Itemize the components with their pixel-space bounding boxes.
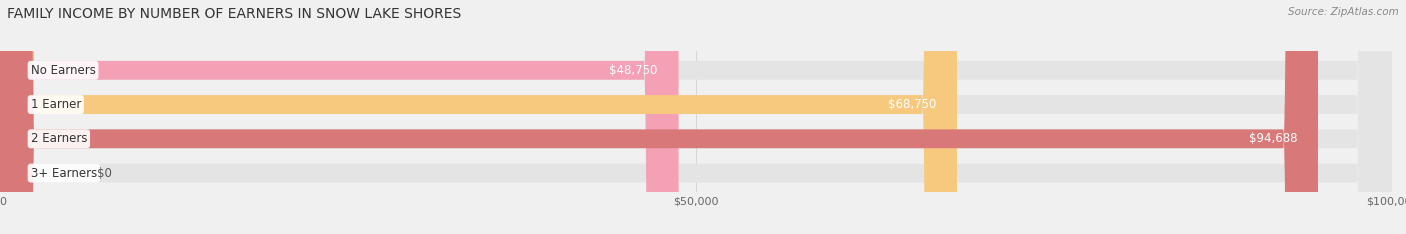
Text: $68,750: $68,750 bbox=[887, 98, 936, 111]
Text: FAMILY INCOME BY NUMBER OF EARNERS IN SNOW LAKE SHORES: FAMILY INCOME BY NUMBER OF EARNERS IN SN… bbox=[7, 7, 461, 21]
Text: $94,688: $94,688 bbox=[1249, 132, 1298, 145]
Text: 3+ Earners: 3+ Earners bbox=[31, 167, 97, 179]
Text: 1 Earner: 1 Earner bbox=[31, 98, 82, 111]
Text: Source: ZipAtlas.com: Source: ZipAtlas.com bbox=[1288, 7, 1399, 17]
Text: 2 Earners: 2 Earners bbox=[31, 132, 87, 145]
FancyBboxPatch shape bbox=[0, 0, 1317, 234]
Text: $48,750: $48,750 bbox=[609, 64, 658, 77]
FancyBboxPatch shape bbox=[0, 0, 679, 234]
Text: No Earners: No Earners bbox=[31, 64, 96, 77]
Text: $0: $0 bbox=[97, 167, 112, 179]
FancyBboxPatch shape bbox=[0, 0, 957, 234]
